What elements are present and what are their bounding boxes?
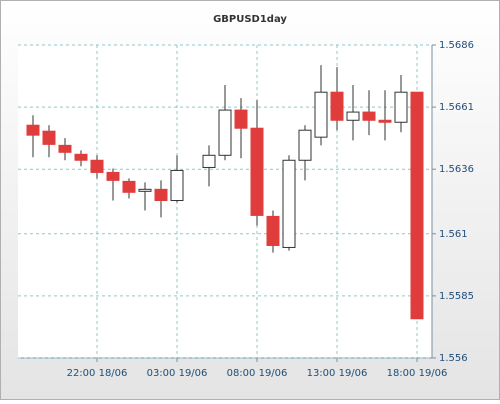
x-tick-label: 22:00 18/06	[67, 368, 128, 379]
y-tick-label: 1.5686	[439, 40, 474, 51]
x-tick-label: 18:00 19/06	[387, 368, 448, 379]
candle-body	[106, 171, 120, 181]
candle-body	[218, 109, 232, 156]
y-tick-label: 1.5636	[439, 164, 474, 175]
candle-body	[234, 109, 248, 129]
candle-body	[42, 130, 56, 145]
candle-body	[74, 153, 88, 161]
candle-body	[362, 111, 376, 121]
candle-body	[378, 119, 392, 123]
candle-body	[122, 180, 136, 193]
candle-body	[26, 124, 40, 136]
candle-body	[394, 91, 408, 123]
candle-body	[346, 111, 360, 121]
candle-body	[298, 129, 312, 161]
chart-title: GBPUSD1day	[213, 14, 287, 25]
candle-body	[282, 159, 296, 248]
candle-body	[170, 169, 184, 202]
candle-body	[250, 127, 264, 216]
candle-body	[330, 91, 344, 121]
candle-body	[138, 188, 152, 192]
y-tick-label: 1.556	[439, 353, 468, 364]
x-tick-label: 03:00 19/06	[147, 368, 208, 379]
y-tick-label: 1.5585	[439, 291, 474, 302]
y-tick-label: 1.5661	[439, 102, 474, 113]
candle-body	[154, 188, 168, 202]
candle-body	[90, 159, 104, 173]
candle-body	[266, 215, 280, 246]
candle-body	[410, 91, 424, 320]
candle-body	[314, 91, 328, 138]
x-tick-label: 08:00 19/06	[227, 368, 288, 379]
candle-body	[202, 154, 216, 168]
x-tick-label: 13:00 19/06	[307, 368, 368, 379]
y-tick-label: 1.561	[439, 229, 468, 240]
candle-body	[58, 144, 72, 153]
